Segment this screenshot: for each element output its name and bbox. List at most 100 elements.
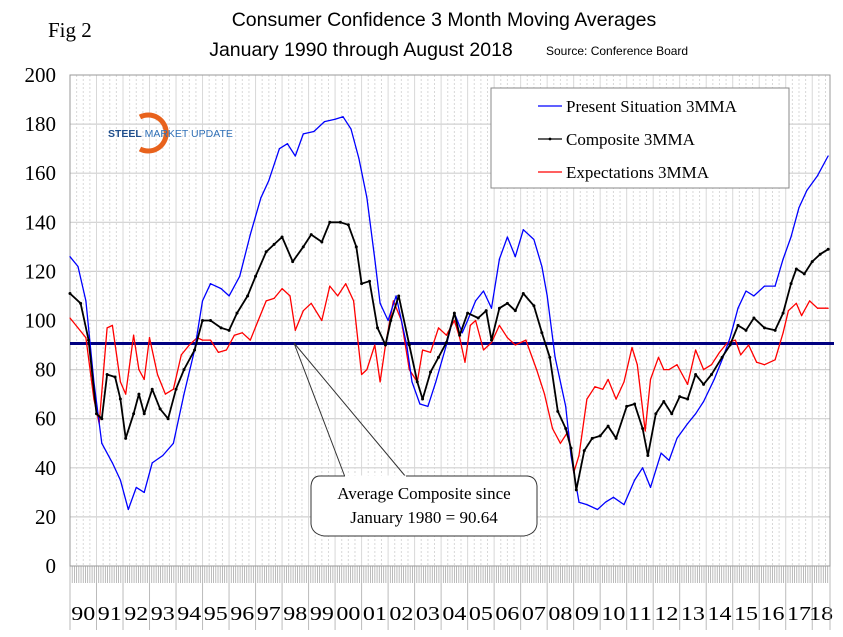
data-point-present-situation-3mma xyxy=(729,337,731,339)
data-point-expectations-3mma xyxy=(445,334,448,336)
data-point-expectations-3mma xyxy=(482,349,485,351)
data-point-expectations-3mma xyxy=(106,327,108,329)
data-point-composite-3mma xyxy=(670,412,674,416)
data-point-present-situation-3mma xyxy=(546,295,548,297)
data-point-composite-3mma xyxy=(436,355,440,359)
data-point-composite-3mma xyxy=(193,348,197,352)
data-point-expectations-3mma xyxy=(514,344,516,346)
data-point-expectations-3mma xyxy=(360,373,363,376)
data-point-composite-3mma xyxy=(118,397,122,401)
data-point-composite-3mma xyxy=(686,397,690,401)
data-point-composite-3mma xyxy=(219,326,223,330)
data-point-composite-3mma xyxy=(105,373,109,377)
data-point-present-situation-3mma xyxy=(533,238,535,241)
data-point-composite-3mma xyxy=(763,326,767,330)
data-point-composite-3mma xyxy=(818,252,822,256)
data-point-composite-3mma xyxy=(497,306,501,310)
data-point-expectations-3mma xyxy=(429,351,432,354)
data-point-composite-3mma xyxy=(375,326,379,330)
data-point-composite-3mma xyxy=(429,370,433,374)
data-point-expectations-3mma xyxy=(119,381,121,383)
data-point-present-situation-3mma xyxy=(358,157,360,160)
data-point-composite-3mma xyxy=(280,235,284,239)
data-point-present-situation-3mma xyxy=(406,344,408,346)
x-tick-label: 09 xyxy=(575,603,599,625)
data-point-present-situation-3mma xyxy=(713,378,715,381)
x-tick-label: 04 xyxy=(442,603,466,625)
plot-border xyxy=(69,74,831,567)
data-point-expectations-3mma xyxy=(111,324,114,327)
data-point-present-situation-3mma xyxy=(111,462,114,464)
data-point-composite-3mma xyxy=(137,392,141,396)
x-tick-label: 00 xyxy=(336,603,360,625)
data-point-present-situation-3mma xyxy=(596,508,599,511)
data-point-expectations-3mma xyxy=(366,369,368,371)
data-point-composite-3mma xyxy=(654,412,658,416)
data-point-expectations-3mma xyxy=(490,341,493,344)
data-point-expectations-3mma xyxy=(294,329,296,331)
data-point-expectations-3mma xyxy=(257,319,259,322)
data-point-composite-3mma xyxy=(646,454,650,458)
logo-text: STEEL MARKET UPDATE xyxy=(108,128,233,140)
data-point-composite-3mma xyxy=(826,247,830,251)
y-tick-label: 100 xyxy=(25,309,57,333)
data-point-present-situation-3mma xyxy=(774,285,776,287)
data-point-present-situation-3mma xyxy=(806,189,808,191)
average-callout: Average Composite since January 1980 = 9… xyxy=(293,342,538,537)
y-tick-label: 60 xyxy=(35,407,56,431)
data-point-composite-3mma xyxy=(513,309,517,313)
x-tick-label: 06 xyxy=(495,603,519,625)
data-point-composite-3mma xyxy=(301,245,305,249)
callout-pointer xyxy=(293,342,407,478)
data-point-composite-3mma xyxy=(264,250,268,254)
data-point-expectations-3mma xyxy=(657,356,660,358)
data-point-composite-3mma xyxy=(389,319,393,322)
data-point-expectations-3mma xyxy=(740,354,742,356)
data-point-composite-3mma xyxy=(810,260,814,264)
legend: Present Situation 3MMA Composite 3MMA Ex… xyxy=(490,87,790,189)
data-point-present-situation-3mma xyxy=(395,295,397,297)
data-point-expectations-3mma xyxy=(710,364,713,366)
data-point-present-situation-3mma xyxy=(623,504,625,506)
data-point-expectations-3mma xyxy=(801,314,803,317)
data-point-expectations-3mma xyxy=(687,383,689,385)
x-tick-label: 02 xyxy=(389,603,413,625)
data-point-composite-3mma xyxy=(489,338,493,342)
data-point-present-situation-3mma xyxy=(294,155,296,157)
data-point-expectations-3mma xyxy=(125,393,127,395)
data-point-composite-3mma xyxy=(201,319,205,322)
data-point-expectations-3mma xyxy=(676,364,678,366)
data-point-composite-3mma xyxy=(710,373,714,377)
x-tick-label: 07 xyxy=(522,603,546,625)
data-point-composite-3mma xyxy=(606,424,610,428)
data-point-expectations-3mma xyxy=(209,339,212,341)
x-tick-label: 93 xyxy=(151,603,175,625)
data-point-present-situation-3mma xyxy=(816,175,819,177)
legend-label-composite: Composite 3MMA xyxy=(566,130,696,149)
data-point-present-situation-3mma xyxy=(554,356,556,358)
data-point-composite-3mma xyxy=(415,380,419,384)
data-point-composite-3mma xyxy=(614,436,618,440)
data-point-composite-3mma xyxy=(174,387,178,391)
x-tick-label: 99 xyxy=(310,603,334,625)
data-point-composite-3mma xyxy=(227,328,231,332)
data-point-present-situation-3mma xyxy=(249,233,251,236)
y-tick-label: 120 xyxy=(25,259,57,283)
data-point-present-situation-3mma xyxy=(342,116,344,118)
data-point-expectations-3mma xyxy=(607,378,609,381)
data-point-expectations-3mma xyxy=(85,337,87,339)
x-tick-label: 13 xyxy=(681,603,705,625)
legend-box xyxy=(490,87,790,189)
data-point-expectations-3mma xyxy=(787,310,789,312)
data-point-composite-3mma xyxy=(235,311,239,315)
data-point-expectations-3mma xyxy=(69,317,71,319)
data-point-composite-3mma xyxy=(158,407,162,411)
data-point-composite-3mma xyxy=(397,294,401,298)
data-point-present-situation-3mma xyxy=(220,287,222,290)
data-point-present-situation-3mma xyxy=(85,300,87,302)
data-point-composite-3mma xyxy=(113,375,117,379)
data-point-expectations-3mma xyxy=(180,354,182,356)
x-tick-label: 08 xyxy=(548,603,572,625)
x-tick-label: 92 xyxy=(124,603,148,625)
data-point-expectations-3mma xyxy=(164,393,167,395)
